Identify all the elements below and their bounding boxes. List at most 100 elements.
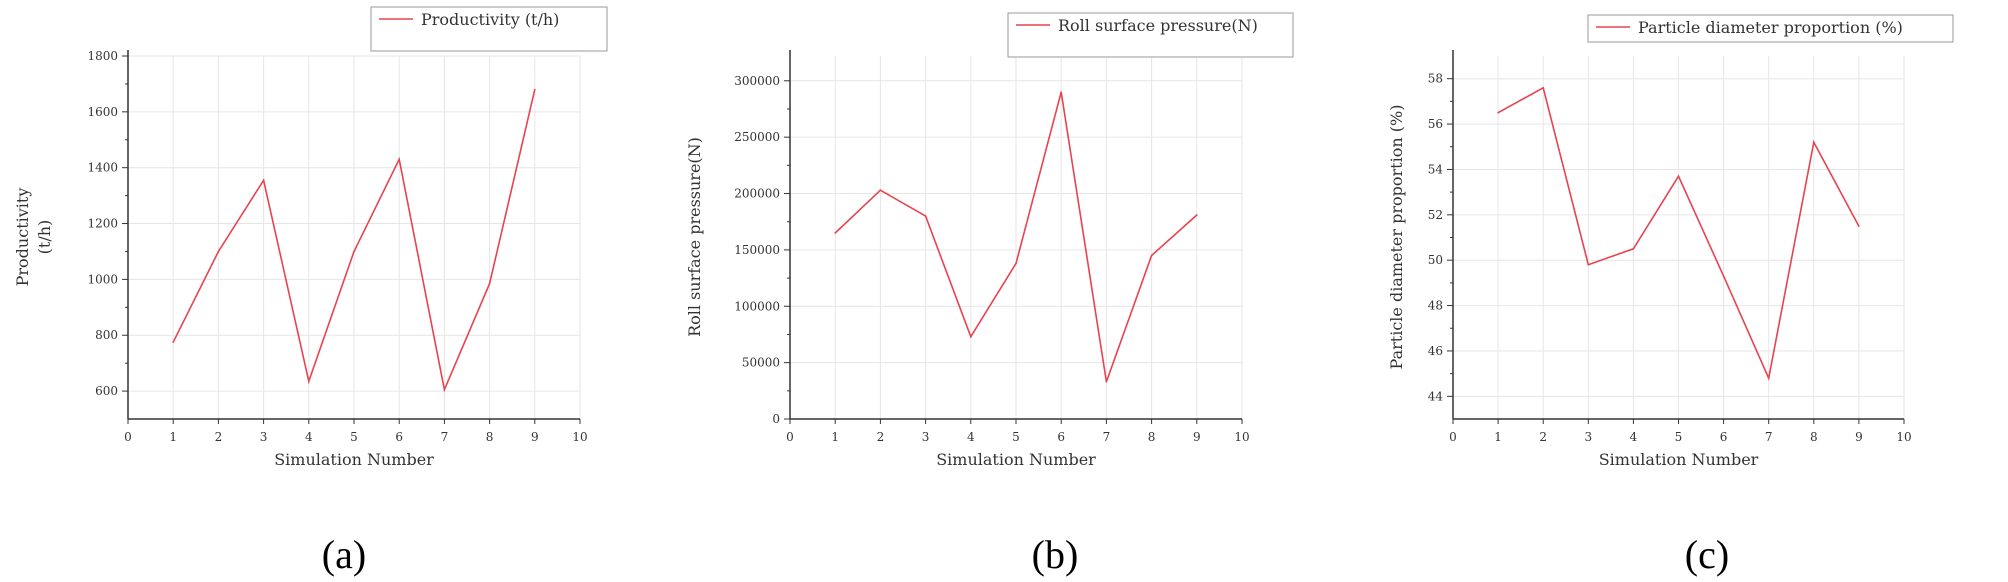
data-point: [1497, 111, 1499, 114]
y-tick-label: 48: [1428, 299, 1443, 313]
data-point: [834, 232, 836, 234]
x-tick-label: 8: [486, 430, 494, 444]
x-tick-label: 9: [1855, 430, 1863, 444]
data-point: [353, 250, 355, 253]
y-axis-title: Particle diameter proportion (%): [1387, 105, 1406, 370]
x-tick-label: 8: [1148, 430, 1156, 444]
y-tick-label: 44: [1428, 389, 1444, 403]
x-tick-label: 10: [572, 430, 587, 444]
data-point: [1196, 214, 1198, 216]
y-tick-label: 46: [1428, 344, 1443, 358]
data-point: [1722, 275, 1725, 277]
x-tick-label: 7: [441, 430, 449, 444]
legend-label: Particle diameter proportion (%): [1638, 18, 1903, 37]
y-tick-label: 50: [1428, 253, 1443, 267]
data-point: [879, 189, 882, 191]
chart-panel-1: 0 1 2 3 4 5 6 7 8 9 10 600 800 1000 1200 1400 1600 1800 Si…: [13, 6, 608, 577]
x-tick-label: 0: [1449, 430, 1457, 444]
y-tick-label: 1800: [87, 49, 118, 63]
data-point: [1542, 86, 1544, 89]
x-tick-label: 9: [531, 430, 539, 444]
y-tick-label: 0: [772, 412, 780, 426]
data-point: [443, 388, 446, 391]
panel-label: (b): [1032, 532, 1079, 577]
data-point: [924, 215, 927, 217]
y-tick-label: 1600: [87, 105, 118, 119]
y-tick-label: 1200: [87, 217, 118, 231]
x-tick-label: 5: [1012, 430, 1020, 444]
x-tick-label: 2: [1539, 430, 1547, 444]
data-point: [398, 158, 401, 161]
y-axis-title: (t/h): [35, 220, 54, 255]
x-axis-title: Simulation Number: [1599, 450, 1759, 469]
x-tick-label: 3: [1584, 430, 1592, 444]
data-point: [1677, 175, 1680, 178]
y-tick-label: 56: [1428, 117, 1443, 131]
x-tick-label: 1: [831, 430, 839, 444]
y-tick-label: 1400: [87, 161, 118, 175]
x-tick-label: 10: [1896, 430, 1911, 444]
x-tick-label: 4: [967, 430, 975, 444]
y-axis-title: Roll surface pressure(N): [685, 137, 704, 337]
y-tick-label: 600: [95, 384, 118, 398]
data-point: [1587, 263, 1590, 266]
data-point: [1150, 254, 1153, 257]
y-tick-label: 58: [1428, 72, 1443, 86]
y-tick-label: 300000: [734, 74, 780, 88]
x-tick-label: 5: [1675, 430, 1683, 444]
y-tick-label: 54: [1428, 162, 1444, 176]
legend-box: [370, 6, 608, 52]
y-tick-label: 150000: [734, 243, 780, 257]
x-tick-label: 7: [1765, 430, 1773, 444]
y-tick-label: 52: [1428, 208, 1443, 222]
y-tick-label: 1000: [87, 272, 118, 286]
x-tick-label: 2: [877, 430, 885, 444]
data-point: [488, 282, 491, 285]
data-point: [262, 179, 265, 182]
x-tick-label: 9: [1193, 430, 1201, 444]
panel-label: (a): [322, 532, 366, 577]
x-tick-label: 7: [1103, 430, 1111, 444]
x-tick-label: 3: [922, 430, 930, 444]
data-point: [970, 335, 972, 338]
x-tick-label: 6: [1720, 430, 1728, 444]
legend-box: [1587, 14, 1954, 43]
y-tick-label: 100000: [734, 299, 780, 313]
data-point: [1060, 91, 1062, 93]
data-point: [534, 88, 536, 91]
y-tick-label: 250000: [734, 130, 780, 144]
legend-label: Roll surface pressure(N): [1058, 16, 1258, 35]
legend-label: Productivity (t/h): [421, 10, 559, 29]
data-point: [1767, 377, 1770, 379]
data-point: [172, 341, 174, 344]
data-point: [1632, 248, 1635, 250]
x-tick-label: 1: [1494, 430, 1502, 444]
x-tick-label: 4: [1630, 430, 1638, 444]
x-tick-label: 1: [169, 430, 177, 444]
x-tick-label: 6: [395, 430, 403, 444]
x-tick-label: 3: [260, 430, 268, 444]
x-tick-label: 5: [350, 430, 358, 444]
data-point: [1015, 262, 1017, 265]
data-point: [1858, 225, 1860, 227]
x-axis-title: Simulation Number: [274, 450, 434, 469]
data-point: [217, 250, 220, 253]
y-axis-title: Productivity: [13, 188, 32, 287]
y-tick-label: 800: [95, 328, 118, 342]
x-tick-label: 8: [1810, 430, 1818, 444]
x-tick-label: 0: [786, 430, 794, 444]
y-tick-label: 50000: [742, 356, 780, 370]
x-axis-title: Simulation Number: [936, 450, 1096, 469]
x-tick-label: 2: [215, 430, 223, 444]
x-tick-label: 4: [305, 430, 313, 444]
data-point: [1105, 380, 1108, 383]
x-tick-label: 0: [124, 430, 132, 444]
x-tick-label: 6: [1057, 430, 1065, 444]
panel-label: (c): [1685, 532, 1729, 577]
data-point: [308, 380, 310, 383]
legend-box: [1007, 12, 1294, 58]
x-tick-label: 10: [1234, 430, 1249, 444]
chart-panel-2: 0 1 2 3 4 5 6 7 8 9 10 0 50000 100000 150000 200000 2500…: [685, 12, 1294, 577]
